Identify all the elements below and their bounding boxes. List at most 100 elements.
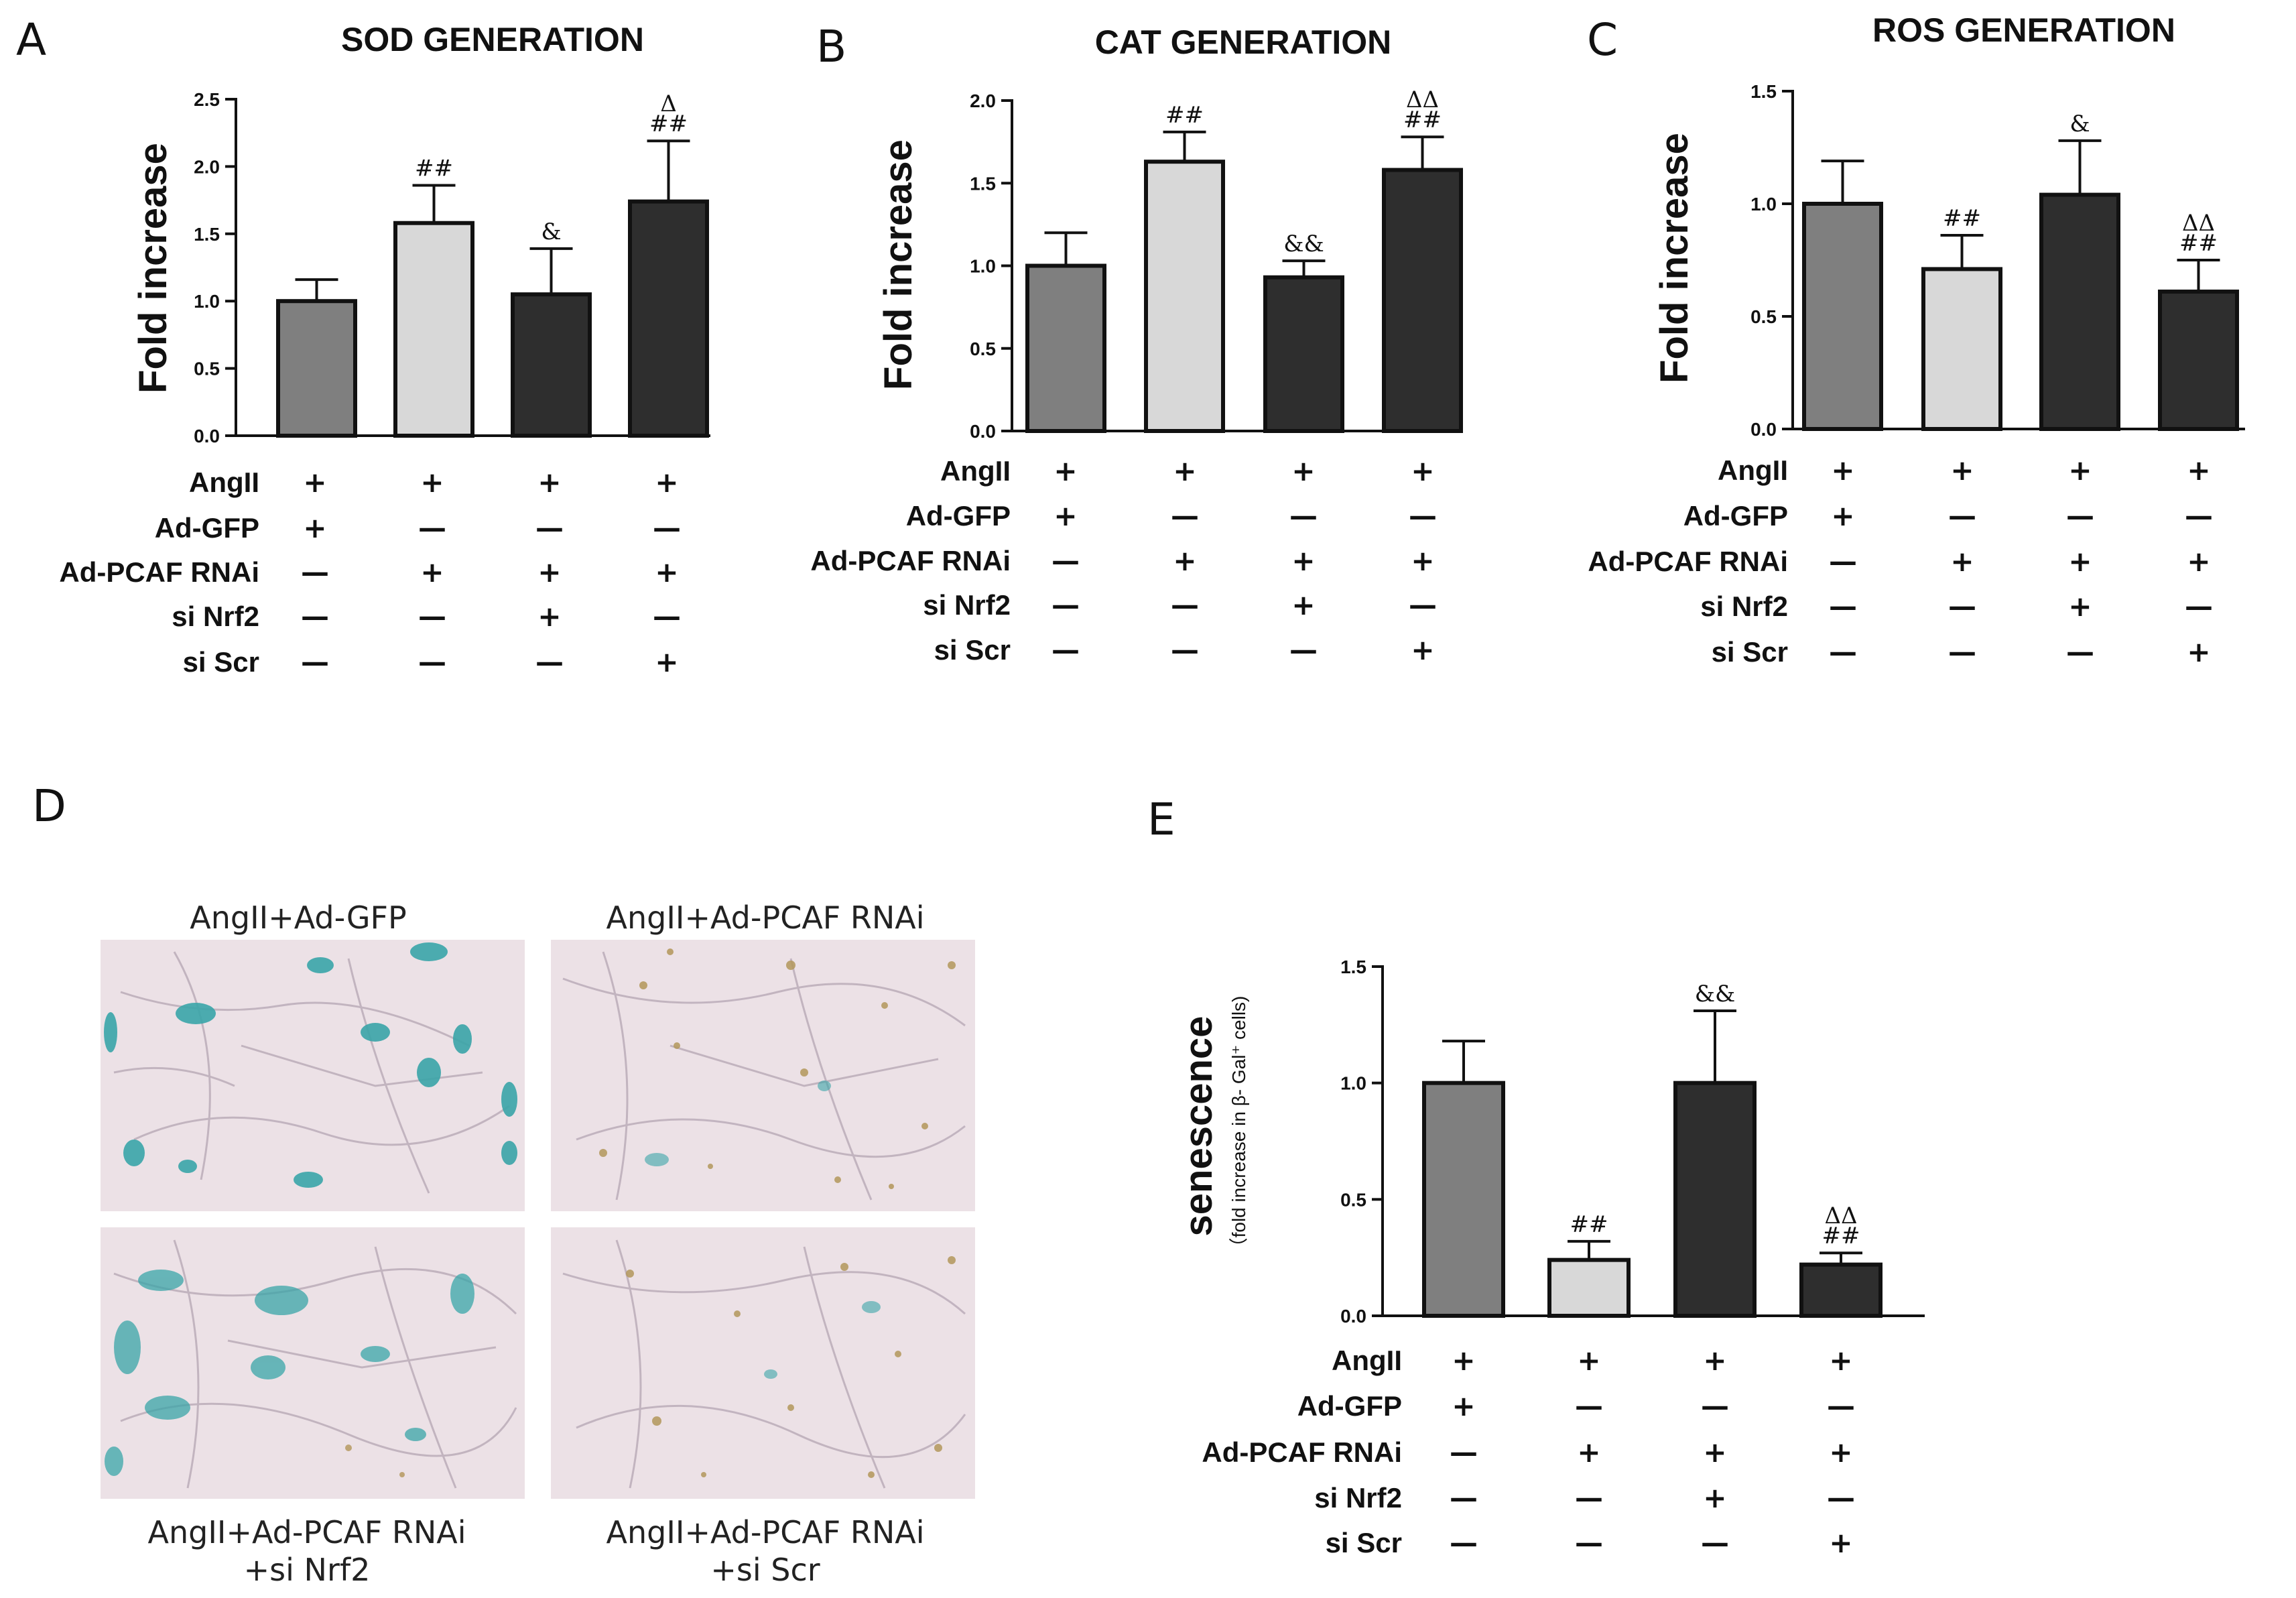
condition-mark-c-r5-c2: — xyxy=(1948,635,1976,668)
y-tick-label-a: 2.5 xyxy=(194,89,220,110)
bar-c-group-1 xyxy=(1802,202,1883,431)
bar-e-group-3 xyxy=(1673,1081,1757,1318)
condition-mark-c-r3-c1: — xyxy=(1829,545,1857,578)
chart-panel-c: C ROS GENERATION Fold increase 0.0 0.5 1.0 1.5… xyxy=(1587,11,2245,668)
y-tick-label-e: 0.5 xyxy=(1340,1189,1366,1210)
condition-mark-e-r4-c4: — xyxy=(1827,1481,1855,1514)
condition-mark-b-r5-c2: — xyxy=(1171,633,1199,666)
y-tick-label-c: 0.0 xyxy=(1750,419,1777,440)
chart-panel-b: B CAT GENERATION Fold increase 0.0 0.5 1.0 1.5… xyxy=(810,21,1463,666)
micrograph-angii-ad-pcaf-rnai-si-scr xyxy=(551,1227,975,1499)
condition-mark-c-r4-c1: — xyxy=(1829,590,1857,623)
condition-mark-a-r2-c4: — xyxy=(653,511,681,544)
condition-label-e-4: si Nrf2 xyxy=(1314,1482,1402,1514)
condition-mark-c-r5-c4: + xyxy=(2187,635,2210,668)
condition-mark-e-r5-c4: + xyxy=(1829,1526,1852,1559)
y-axis-label-e: senescence xyxy=(1177,1016,1220,1237)
condition-mark-b-r4-c4: — xyxy=(1409,589,1437,621)
condition-label-b-1: AngII xyxy=(940,455,1011,487)
condition-mark-a-r2-c1: + xyxy=(303,511,326,544)
panel-letter-a: A xyxy=(16,14,46,66)
significance-mark-a-group-3: & xyxy=(541,219,561,245)
y-axis-label-c: Fold increase xyxy=(1653,133,1696,383)
caption-si-scr-line1: AngII+Ad-PCAF RNAi xyxy=(607,1514,925,1550)
condition-mark-e-r5-c3: — xyxy=(1701,1526,1729,1559)
condition-mark-b-r5-c1: — xyxy=(1051,633,1080,666)
condition-mark-e-r5-c1: — xyxy=(1450,1526,1478,1559)
bar-c-group-2 xyxy=(1921,267,2002,431)
condition-mark-b-r3-c2: + xyxy=(1173,544,1196,577)
condition-label-c-4: si Nrf2 xyxy=(1700,591,1788,622)
condition-mark-a-r5-c4: + xyxy=(655,646,678,678)
condition-mark-b-r4-c1: — xyxy=(1051,589,1080,621)
significance-mark-b-group-4: ΔΔ xyxy=(1406,86,1439,113)
condition-mark-b-r1-c1: + xyxy=(1054,454,1077,487)
significance-mark-e-group-2: ## xyxy=(1570,1211,1608,1238)
condition-mark-c-r1-c4: + xyxy=(2187,454,2210,487)
y-tick-label-e: 0.0 xyxy=(1340,1306,1366,1327)
condition-mark-a-r5-c2: — xyxy=(418,646,446,678)
significance-mark-b-group-2: ## xyxy=(1165,102,1204,129)
caption-si-scr-line2: +si Scr xyxy=(710,1552,820,1588)
micrograph-bg xyxy=(101,1227,525,1499)
condition-mark-e-r4-c2: — xyxy=(1575,1481,1603,1514)
micrograph-bg xyxy=(551,940,975,1211)
condition-mark-c-r5-c3: — xyxy=(2066,635,2094,668)
condition-mark-e-r1-c1: + xyxy=(1452,1344,1475,1377)
condition-mark-c-r1-c1: + xyxy=(1831,454,1854,487)
condition-label-e-2: Ad-GFP xyxy=(1297,1390,1402,1422)
condition-mark-a-r2-c3: — xyxy=(535,511,564,544)
significance-mark-a-group-4: ## xyxy=(649,111,688,137)
condition-mark-b-r3-c1: — xyxy=(1051,544,1080,577)
condition-mark-e-r4-c3: + xyxy=(1703,1481,1726,1514)
condition-mark-e-r4-c1: — xyxy=(1450,1481,1478,1514)
bar-b-group-3 xyxy=(1263,275,1344,433)
y-tick-label-b: 2.0 xyxy=(970,90,996,111)
condition-label-c-5: si Scr xyxy=(1712,636,1788,668)
condition-label-c-2: Ad-GFP xyxy=(1683,500,1788,532)
significance-mark-c-group-3: & xyxy=(2069,111,2090,137)
significance-mark-b-group-4: ## xyxy=(1403,107,1442,133)
condition-mark-a-r3-c4: + xyxy=(655,556,678,589)
y-tick-label-b: 1.0 xyxy=(970,256,996,277)
condition-mark-a-r1-c3: + xyxy=(537,466,561,499)
condition-mark-a-r4-c2: — xyxy=(418,600,446,633)
bar-a-group-3 xyxy=(511,292,592,438)
condition-mark-b-r1-c2: + xyxy=(1173,454,1196,487)
y-tick-label-e: 1.0 xyxy=(1340,1073,1366,1094)
condition-label-b-2: Ad-GFP xyxy=(906,500,1011,532)
significance-mark-b-group-3: && xyxy=(1283,231,1324,257)
condition-mark-a-r2-c2: — xyxy=(418,511,446,544)
bar-b-group-4 xyxy=(1382,168,1463,433)
condition-mark-b-r4-c2: — xyxy=(1171,589,1199,621)
panel-d: D AngII+Ad-GFP AngII+Ad-PCAF RNAi xyxy=(32,780,975,1588)
chart-panel-a: A SOD GENERATION Fold increase 0.0 0.5 1.0 1.5… xyxy=(16,14,710,678)
condition-label-b-3: Ad-PCAF RNAi xyxy=(810,545,1011,576)
condition-label-b-4: si Nrf2 xyxy=(923,589,1011,621)
y-tick-label-a: 2.0 xyxy=(194,156,220,177)
y-tick-label-c: 1.0 xyxy=(1750,194,1777,214)
caption-si-nrf2-line1: AngII+Ad-PCAF RNAi xyxy=(148,1514,466,1550)
condition-mark-e-r3-c4: + xyxy=(1829,1436,1852,1469)
condition-mark-e-r3-c2: + xyxy=(1577,1436,1600,1469)
condition-mark-b-r4-c3: + xyxy=(1291,589,1315,621)
condition-mark-e-r2-c2: — xyxy=(1575,1390,1603,1422)
panel-letter-d: D xyxy=(32,780,66,832)
condition-mark-b-r1-c3: + xyxy=(1291,454,1315,487)
condition-mark-b-r1-c4: + xyxy=(1411,454,1434,487)
caption-angii-ad-gfp: AngII+Ad-GFP xyxy=(190,900,406,936)
y-tick-label-e: 1.5 xyxy=(1340,957,1366,977)
condition-mark-a-r5-c1: — xyxy=(301,646,329,678)
y-axis-label-b: Fold increase xyxy=(877,139,920,390)
condition-mark-a-r4-c3: + xyxy=(537,600,561,633)
condition-mark-c-r2-c4: — xyxy=(2185,499,2213,532)
condition-mark-e-r1-c4: + xyxy=(1829,1344,1852,1377)
significance-mark-e-group-4: ## xyxy=(1822,1223,1860,1249)
y-tick-label-a: 1.0 xyxy=(194,291,220,312)
condition-mark-b-r3-c3: + xyxy=(1291,544,1315,577)
bar-c-group-3 xyxy=(2039,192,2120,431)
y-tick-label-b: 0.5 xyxy=(970,339,996,359)
bar-b-group-2 xyxy=(1144,160,1225,434)
panel-letter-e: E xyxy=(1147,794,1175,845)
